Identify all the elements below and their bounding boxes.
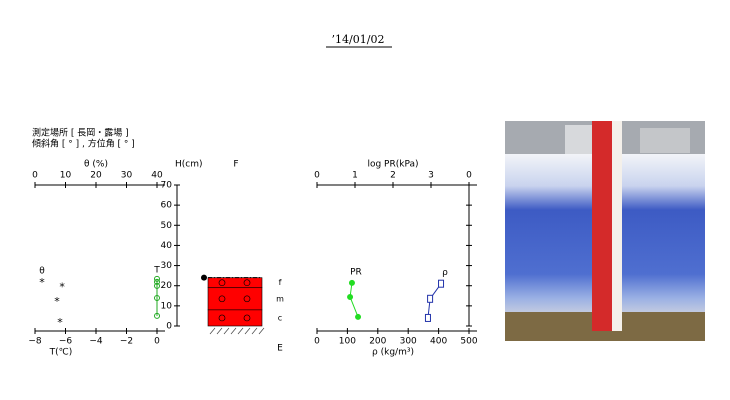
x-tick-label: −6 [59, 337, 73, 347]
grain-symbol [243, 314, 251, 322]
top-label: F [233, 160, 238, 170]
legend-label: θ [39, 267, 45, 277]
y-tick-label: 0 [166, 322, 172, 332]
x-tick-label: 400 [430, 337, 447, 347]
x-axis-label: T(℃) [49, 348, 73, 358]
point [154, 275, 160, 282]
y-tick-label: 40 [161, 241, 173, 251]
layer-label: f [279, 278, 282, 287]
y-tick-label: 10 [161, 301, 173, 311]
point: * [54, 295, 60, 308]
y-tick-label: 50 [161, 221, 173, 231]
layer-label: c [278, 313, 282, 322]
x-tick-label: −4 [89, 337, 103, 347]
ground-hatch [244, 327, 251, 335]
point: * [57, 316, 63, 329]
point [347, 293, 354, 300]
y-tick-label: 70 [161, 181, 173, 191]
bottom-label: E [277, 344, 283, 354]
point [424, 313, 431, 322]
series-label: ρ [442, 268, 448, 278]
series-line [349, 282, 359, 318]
x-tick-label: 0 [314, 337, 320, 347]
x2-tick-label: 0 [466, 171, 472, 181]
y-tick-label: 60 [161, 201, 173, 211]
point [154, 295, 160, 302]
point [154, 282, 160, 289]
x2-tick-label: 3 [428, 171, 434, 181]
layer-label: m [276, 294, 284, 303]
layer [207, 287, 263, 311]
x-tick-label: 200 [369, 337, 386, 347]
ground-hatch [237, 327, 244, 335]
series-label: PR [350, 267, 362, 277]
x2-tick-label: 40 [151, 171, 163, 181]
x2-tick-label: 0 [314, 171, 320, 181]
x-tick-label: 100 [339, 337, 356, 347]
grain-symbol [243, 279, 251, 287]
ground-hatch [223, 327, 230, 335]
x2-tick-label: 30 [121, 171, 133, 181]
date: ’14/01/02 [332, 33, 385, 46]
layer [207, 277, 263, 289]
x2-tick-label: 10 [60, 171, 72, 181]
x-tick-label: −8 [28, 337, 42, 347]
legend-marker: * [39, 276, 45, 289]
site: 測定場所 [ 長岡・露場 ] [32, 127, 129, 139]
point [355, 313, 362, 320]
point: * [59, 281, 65, 294]
x-tick-label: 500 [460, 337, 477, 347]
snow-depth-marker [201, 274, 207, 281]
point [427, 294, 434, 303]
ground-hatch [230, 327, 237, 335]
point [154, 312, 160, 319]
x2-tick-label: 0 [32, 171, 38, 181]
photo [505, 121, 705, 341]
ground-hatch [258, 327, 265, 335]
x2-tick-label: 20 [90, 171, 102, 181]
x2-tick-label: 2 [390, 171, 396, 181]
y-tick-label: 30 [161, 261, 173, 271]
x-tick-label: 300 [400, 337, 417, 347]
ground-hatch [209, 327, 216, 335]
point [438, 279, 445, 288]
x-tick-label: −2 [120, 337, 133, 347]
layer [207, 309, 263, 327]
grain-symbol [218, 279, 226, 287]
y-tick-label: 20 [161, 281, 173, 291]
x-tick-label: 0 [154, 337, 160, 347]
point [348, 279, 355, 286]
ground-hatch [251, 327, 258, 335]
legend-label: T [153, 266, 160, 276]
x2-axis-label: log PR(kPa) [367, 160, 418, 170]
grain-symbol [218, 295, 226, 303]
x2-tick-label: 1 [352, 171, 358, 181]
point [154, 278, 160, 285]
grain-symbol [218, 314, 226, 322]
slope: 傾斜角 [ ° ] , 方位角 [ ° ] [32, 138, 135, 150]
grain-symbol [243, 295, 251, 303]
y-axis-label: H(cm) [175, 160, 203, 170]
ground-hatch [216, 327, 223, 335]
x2-axis-label: θ (%) [84, 160, 108, 170]
x-axis-label: ρ (kg/m³) [372, 348, 414, 358]
